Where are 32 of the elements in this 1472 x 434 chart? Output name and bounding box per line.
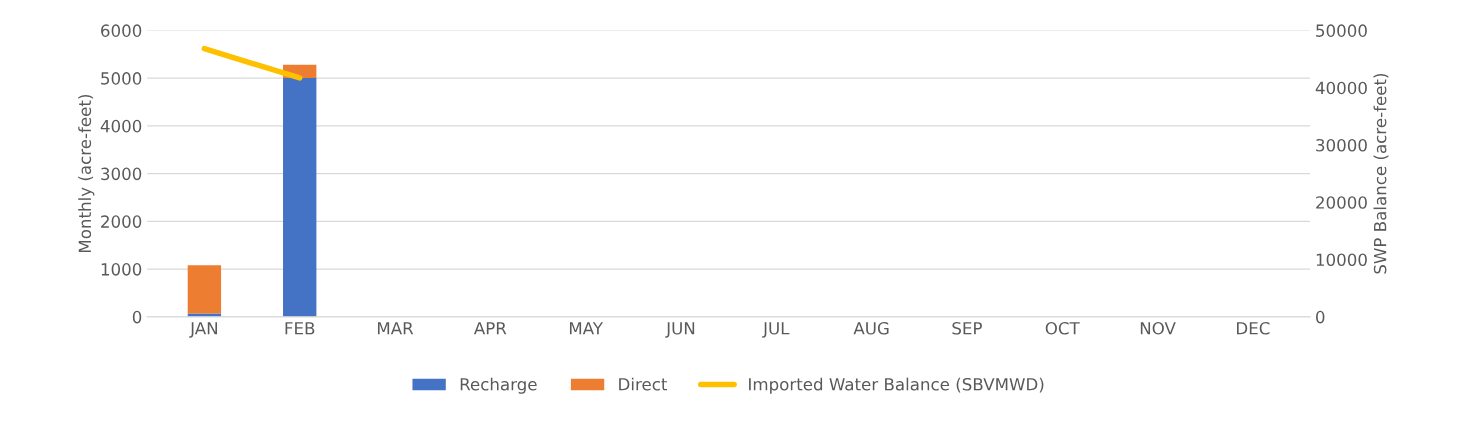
y-tick-label: 0: [132, 310, 142, 324]
y2-tick-label: 30000: [1316, 138, 1367, 152]
y2-tick-label: 0: [1316, 310, 1325, 324]
y2-tick-label: 10000: [1316, 253, 1367, 267]
y2-tick-label: 40000: [1315, 81, 1367, 95]
x-tick-label: DEC: [1237, 321, 1270, 335]
x-tick-label: NOV: [1140, 321, 1176, 335]
x-tick-label: APR: [473, 322, 507, 335]
y-axis-title: Monthly (acre-feet): [78, 95, 95, 252]
y2-axis-title: SWP Balance (acre-feet): [1373, 73, 1389, 274]
x-tick-label: SEP: [952, 321, 982, 335]
x-tick-label: JAN: [189, 322, 217, 338]
x-tick-label: MAR: [377, 322, 414, 335]
x-tick-label: JUN: [665, 322, 695, 338]
legend-label: Direct: [619, 377, 668, 391]
y-tick-label: 1000: [101, 263, 142, 276]
y-tick-label: 5000: [101, 72, 142, 85]
y2-tick-label: 20000: [1316, 196, 1367, 209]
x-tick-label: AUG: [853, 321, 889, 335]
y-tick-label: 2000: [101, 215, 142, 228]
bar: [283, 78, 317, 317]
bar: [187, 265, 222, 314]
legend-label: Recharge: [460, 377, 537, 394]
x-tick-label: JUL: [762, 322, 790, 338]
y2-tick-label: 50000: [1316, 24, 1367, 37]
x-tick-label: OCT: [1045, 321, 1080, 335]
legend-label: Imported Water Balance (SBVMWD): [749, 377, 1044, 394]
y-tick-label: 3000: [101, 167, 142, 181]
x-tick-label: MAY: [569, 322, 604, 335]
x-tick-label: FEB: [285, 322, 315, 335]
y-tick-label: 4000: [100, 119, 142, 133]
y-tick-label: 6000: [101, 24, 142, 37]
